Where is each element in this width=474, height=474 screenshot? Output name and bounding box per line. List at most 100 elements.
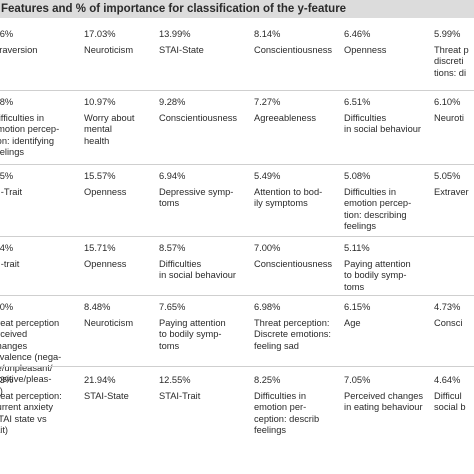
table-cell: 17.03% Neuroticism [84,29,146,56]
importance-percent: 15.71% [84,243,116,253]
feature-name: Conscientiousness [254,45,333,55]
table-cell: 5.99% Threat p discreti tions: di [434,29,474,79]
importance-percent: 12.55% [159,375,191,385]
importance-percent: 17.03% [84,29,116,39]
feature-name: Difficul social b [434,391,466,413]
importance-percent: 21.94% [84,375,116,385]
feature-name: Difficulties in social behaviour [344,113,422,135]
importance-percent: 8.48% [84,302,111,312]
importance-percent: 4.64% [434,375,461,385]
importance-percent: 10.97% [84,97,116,107]
feature-name: Worry about mental health [84,113,135,146]
feature-name: Agreeableness [254,113,317,123]
importance-percent: 7.00% [254,243,281,253]
feature-name: STAI-Trait [159,391,201,401]
table-cell: 8.25% Difficulties in emotion per- ceptio… [254,375,332,436]
table-cell: 12.55% STAI-Trait [159,375,237,402]
table-cell: .23% hreat perception: current anxiety ST… [0,375,62,436]
importance-percent: 9.28% [159,97,186,107]
feature-name: Perceived changes in eating behaviour [344,391,424,413]
importance-percent [434,243,474,255]
importance-percent: 7.27% [254,97,281,107]
feature-name: Openness [84,259,127,269]
table-cell: 21.94% STAI-State [84,375,146,402]
feature-name: Threat p discreti tions: di [434,45,469,78]
importance-percent: 5.08% [344,171,371,181]
table-cell: 7.65% Paying attention to bodily symp- to… [159,302,237,352]
importance-percent: 5.05% [434,171,461,181]
importance-percent: .86% [0,29,14,39]
feature-name: hreat perception: current anxiety STAI s… [0,391,62,435]
importance-percent: 7.65% [159,302,186,312]
feature-name: STAI-State [84,391,129,401]
feature-name: Consci [434,318,463,328]
feature-name: hreat perception erceived changes n vale… [0,318,62,396]
table-cell: 8.14% Conscientiousness [254,29,332,56]
table-cell: .68% Difficulties in emotion percep- tion… [0,97,62,158]
importance-percent: 13.99% [159,29,191,39]
feature-name: Extraver [434,187,469,197]
row-divider [0,295,474,296]
feature-name: Paying attention to bodily symp- toms [344,259,411,292]
table-cell: 4.64% Difficul social b [434,375,474,414]
importance-percent: 6.51% [344,97,371,107]
feature-name: Neuroticism [84,318,134,328]
table-cell [434,243,474,259]
table-cell: .74% AI-trait [0,243,62,270]
table-cell: .85% AI-Trait [0,171,62,198]
row-divider [0,236,474,237]
importance-percent: 4.73% [434,302,461,312]
feature-name: Difficulties in social behaviour [159,259,237,281]
importance-percent: 8.14% [254,29,281,39]
row-divider [0,90,474,91]
table-cell: 6.46% Openness [344,29,432,56]
table-cell: 4.73% Consci [434,302,474,329]
importance-percent: 8.25% [254,375,281,385]
table-cell: 7.05% Perceived changes in eating behavio… [344,375,432,414]
table-cell: 15.57% Openness [84,171,146,198]
importance-percent: 8.57% [159,243,186,253]
importance-percent: 6.98% [254,302,281,312]
table-cell: 10.97% Worry about mental health [84,97,146,147]
feature-name: Neuroticism [84,45,134,55]
feature-name: STAI-State [159,45,204,55]
feature-name: Difficulties in emotion percep- tion: id… [0,113,60,157]
feature-name: Neuroti [434,113,464,123]
feature-name: Depressive symp- toms [159,187,234,209]
feature-name: Age [344,318,361,328]
feature-name: Difficulties in emotion percep- tion: de… [344,187,412,231]
table-cell: 13.99% STAI-State [159,29,237,56]
table-cell: 6.15% Age [344,302,432,329]
table-cell: 9.28% Conscientiousness [159,97,237,124]
importance-percent: 5.11% [344,243,370,253]
importance-percent: 6.46% [344,29,371,39]
table-cell: 8.57% Difficulties in social behaviour [159,243,237,282]
feature-name: Paying attention to bodily symp- toms [159,318,226,351]
table-cell: .10% hreat perception erceived changes n … [0,302,62,397]
table-cell: 5.11% Paying attention to bodily symp- to… [344,243,432,293]
importance-percent: .85% [0,171,14,181]
importance-percent: 7.05% [344,375,371,385]
feature-name: Conscientiousness [159,113,238,123]
importance-percent: 5.99% [434,29,461,39]
feature-name: Openness [344,45,387,55]
table-cell: 5.49% Attention to bod- ily symptoms [254,171,332,210]
feature-name: Difficulties in emotion per- ception: de… [254,391,320,435]
feature-name: Conscientiousness [254,259,333,269]
table-cell: 6.10% Neuroti [434,97,474,124]
importance-percent: .74% [0,243,14,253]
table-cell: 7.00% Conscientiousness [254,243,332,270]
row-divider [0,366,474,367]
importance-percent: 15.57% [84,171,116,181]
importance-percent: 5.49% [254,171,281,181]
table-cell: 8.48% Neuroticism [84,302,146,329]
feature-name: Attention to bod- ily symptoms [254,187,323,209]
importance-percent: .10% [0,302,14,312]
importance-percent: .23% [0,375,14,385]
table-title: Features and % of importance for classif… [0,0,474,18]
feature-name: Threat perception: Discrete emotions: fe… [254,318,331,351]
importance-percent: 6.15% [344,302,371,312]
feature-name: AI-trait [0,259,20,269]
importance-percent: .68% [0,97,14,107]
